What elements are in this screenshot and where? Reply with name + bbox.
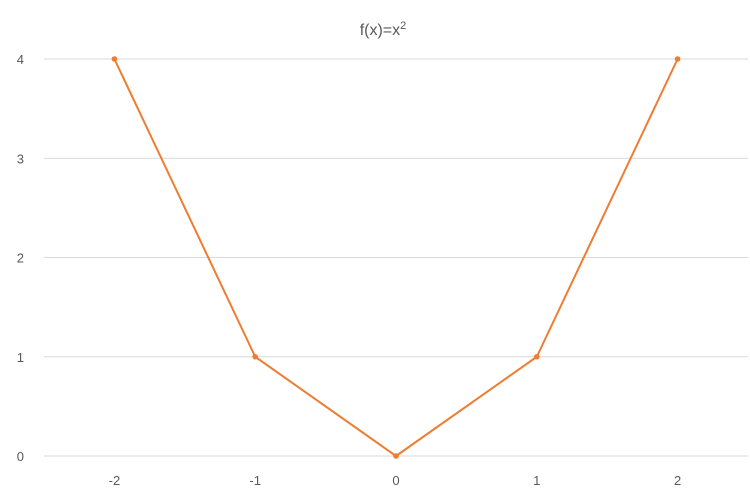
x-tick-label: -2	[109, 473, 121, 488]
x-axis-tick-labels: -2 -1 0 1 2	[109, 473, 682, 488]
x-tick-label: -1	[249, 473, 261, 488]
chart-title: f(x)=x2	[360, 20, 407, 39]
y-tick-label: 0	[17, 449, 24, 464]
x-tick-label: 0	[392, 473, 399, 488]
y-tick-label: 3	[17, 151, 24, 166]
x-tick-label: 1	[533, 473, 540, 488]
y-tick-label: 2	[17, 251, 24, 266]
x-tick-label: 2	[674, 473, 681, 488]
data-point	[252, 353, 258, 360]
y-tick-label: 4	[17, 52, 24, 67]
data-point	[534, 353, 540, 360]
y-tick-label: 1	[17, 350, 24, 365]
series-group	[111, 56, 681, 459]
gridlines	[44, 58, 748, 457]
data-point	[674, 56, 681, 62]
data-point	[393, 453, 399, 459]
y-axis-tick-labels: 0 1 2 3 4	[17, 52, 24, 464]
data-point	[111, 56, 118, 62]
